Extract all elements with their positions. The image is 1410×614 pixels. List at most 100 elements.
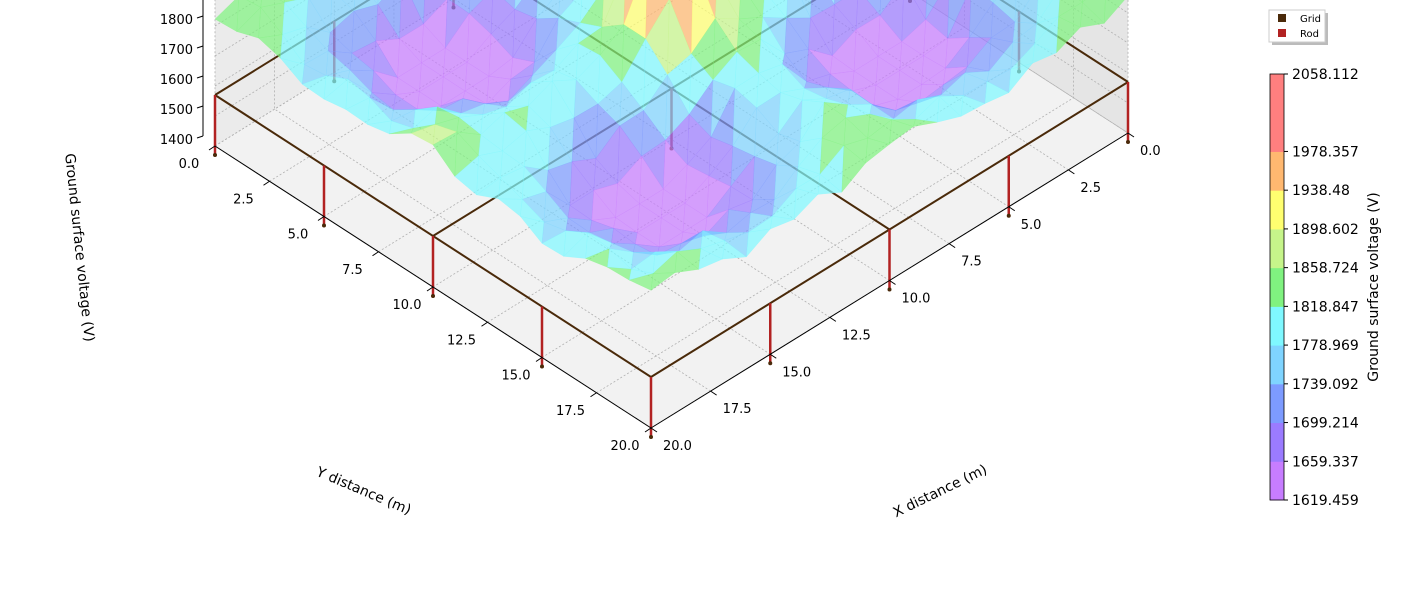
colorbar-tick-label: 1938.48 <box>1292 183 1350 199</box>
x-tick-label: 20.0 <box>663 439 692 454</box>
x-tick-label: 15.0 <box>782 365 811 380</box>
rod-tip <box>431 294 435 298</box>
surface-facet <box>1080 1 1105 28</box>
y-tick <box>372 251 379 257</box>
surface-facet <box>722 240 747 260</box>
y-tick <box>590 392 597 398</box>
rod-tip <box>540 364 544 369</box>
colorbar-band <box>1270 74 1284 114</box>
y-tick-label: 15.0 <box>502 369 531 384</box>
colorbar-tick-label: 2058.112 <box>1292 67 1359 83</box>
colorbar-band <box>1270 345 1284 385</box>
legend-grid-swatch <box>1278 14 1286 22</box>
z-tick <box>196 45 204 49</box>
y-tick-label: 0.0 <box>179 157 200 172</box>
surface-facet <box>623 0 634 25</box>
axes-ticks: 0.0 2.5 5.0 7.5 10.0 12.5 15.0 17.5 20.0 0.0 2.5 5.… <box>160 0 1161 454</box>
y-axis-label: Y distance (m) <box>313 464 413 519</box>
legend-grid-label: Grid <box>1300 14 1321 25</box>
surface-facet <box>984 81 1010 104</box>
colorbar-tick-label: 1818.847 <box>1292 299 1359 315</box>
colorbar-frame <box>1269 73 1285 501</box>
colorbar-tick-label: 1898.602 <box>1292 222 1359 238</box>
z-tick <box>196 15 204 19</box>
z-tick-label: 1700 <box>160 43 193 58</box>
colorbar-band <box>1270 306 1284 346</box>
rod-tip <box>213 153 217 157</box>
x-tick <box>948 243 956 249</box>
x-tick <box>829 316 837 322</box>
y-tick-label: 10.0 <box>393 298 422 313</box>
colorbar-band <box>1270 151 1284 191</box>
z-tick <box>196 75 204 79</box>
y-tick <box>317 216 325 221</box>
legend-rod-label: Rod <box>1300 29 1319 40</box>
surface-facet <box>1056 16 1081 54</box>
surface-facet <box>889 119 914 145</box>
colorbar-label: Ground surface voltage (V) <box>1366 192 1382 381</box>
rod-tip <box>1006 213 1011 218</box>
y-tick-label: 12.5 <box>447 333 476 348</box>
surface-facet <box>817 173 843 195</box>
rod-tip <box>649 435 653 439</box>
x-tick-label: 0.0 <box>1140 144 1161 159</box>
y-tick-label: 5.0 <box>288 228 309 243</box>
x-tick-label: 2.5 <box>1080 181 1101 196</box>
colorbar-band <box>1270 112 1284 152</box>
surface-facet <box>746 228 771 258</box>
x-tick <box>1008 206 1016 212</box>
surface-facet <box>960 95 986 117</box>
surface-facet <box>650 272 676 291</box>
surface-facet <box>841 145 866 193</box>
gridline-y <box>596 0 1074 394</box>
gridline-x <box>274 0 711 392</box>
colorbar-band <box>1270 190 1284 230</box>
surface-facet <box>1008 62 1034 94</box>
surface-facet <box>913 119 938 127</box>
x-tick-label: 10.0 <box>902 292 931 307</box>
x-tick <box>1127 132 1135 138</box>
x-tick <box>889 280 896 285</box>
rod-tip <box>322 223 326 228</box>
colorbar-band <box>1270 422 1284 462</box>
colorbar-band <box>1270 383 1284 424</box>
z-tick <box>196 135 204 139</box>
surface-facet <box>1032 43 1058 64</box>
surface-facet <box>936 95 962 123</box>
z-axis-label: Ground surface voltage (V) <box>61 153 97 343</box>
y-tick-label: 2.5 <box>233 192 254 207</box>
y-tick <box>263 180 270 186</box>
z-tick-label: 1400 <box>160 133 193 148</box>
voltage-surface <box>214 0 1125 291</box>
z-tick-label: 1500 <box>160 103 193 118</box>
colorbar-band <box>1270 461 1284 501</box>
x-tick-label: 7.5 <box>961 255 982 270</box>
y-tick-label: 7.5 <box>342 263 363 278</box>
legend: Grid Rod <box>1268 9 1328 45</box>
y-tick <box>481 321 488 327</box>
rod-tip <box>1126 140 1130 144</box>
y-tick <box>644 427 652 433</box>
y-tick <box>426 286 434 292</box>
y-tick <box>535 357 543 362</box>
legend-rod-swatch <box>1278 29 1286 37</box>
surface-facet <box>674 251 700 273</box>
colorbar-tick-label: 1699.214 <box>1292 416 1359 432</box>
surface-facet <box>770 215 795 230</box>
x-tick-label: 5.0 <box>1021 218 1042 233</box>
y-tick-label: 20.0 <box>611 439 640 454</box>
colorbar: 1619.459 1659.337 1699.214 1739.092 1778.969… <box>1269 67 1359 509</box>
x-tick <box>710 390 717 396</box>
colorbar-tick-label: 1659.337 <box>1292 454 1359 470</box>
colorbar-tick-label: 1619.459 <box>1292 493 1359 509</box>
x-tick-label: 12.5 <box>842 328 871 343</box>
colorbar-band <box>1270 228 1284 269</box>
z-tick <box>196 105 204 109</box>
z-tick-label: 1600 <box>160 73 193 88</box>
surface-facet <box>698 248 723 270</box>
x-axis-label: X distance (m) <box>891 462 990 521</box>
colorbar-tick-label: 1739.092 <box>1292 377 1359 393</box>
x-tick-label: 17.5 <box>723 402 752 417</box>
